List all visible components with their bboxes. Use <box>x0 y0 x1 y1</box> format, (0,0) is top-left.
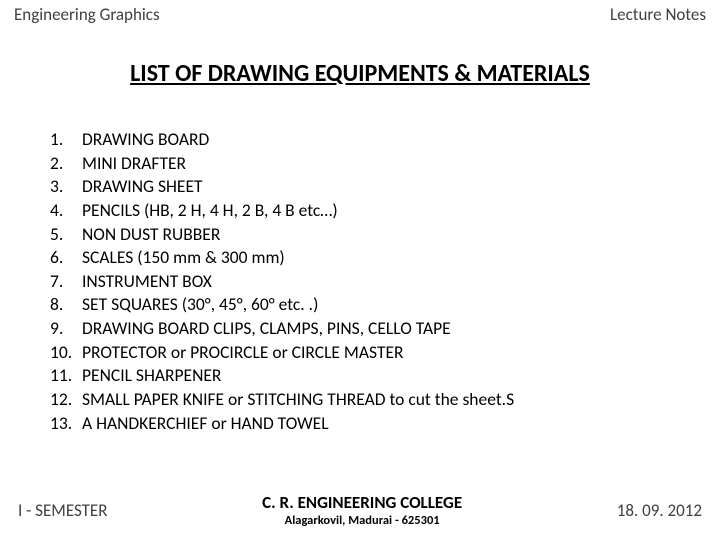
equipment-list: 1.DRAWING BOARD 2.MINI DRAFTER 3.DRAWING… <box>50 128 720 435</box>
item-text: DRAWING BOARD CLIPS, CLAMPS, PINS, CELLO… <box>82 317 451 341</box>
item-number: 9. <box>50 317 82 341</box>
list-item: 3.DRAWING SHEET <box>50 175 720 199</box>
item-number: 11. <box>50 364 82 388</box>
footer-bar: I - SEMESTER C. R. ENGINEERING COLLEGE A… <box>0 492 720 528</box>
semester-label: I - SEMESTER <box>18 500 107 521</box>
list-item: 1.DRAWING BOARD <box>50 128 720 152</box>
item-number: 1. <box>50 128 82 152</box>
item-number: 3. <box>50 175 82 199</box>
item-number: 2. <box>50 152 82 176</box>
item-number: 4. <box>50 199 82 223</box>
header-bar: Engineering Graphics Lecture Notes <box>0 0 720 25</box>
item-text: NON DUST RUBBER <box>82 223 220 247</box>
college-block: C. R. ENGINEERING COLLEGE Alagarkovil, M… <box>107 492 616 528</box>
item-number: 6. <box>50 246 82 270</box>
list-item: 12.SMALL PAPER KNIFE or STITCHING THREAD… <box>50 388 720 412</box>
list-item: 4.PENCILS (HB, 2 H, 4 H, 2 B, 4 B etc…) <box>50 199 720 223</box>
item-text: DRAWING SHEET <box>82 175 203 199</box>
item-text: PROTECTOR or PROCIRCLE or CIRCLE MASTER <box>82 341 404 365</box>
header-right: Lecture Notes <box>610 4 706 25</box>
list-item: 13.A HANDKERCHIEF or HAND TOWEL <box>50 412 720 436</box>
list-item: 9.DRAWING BOARD CLIPS, CLAMPS, PINS, CEL… <box>50 317 720 341</box>
item-text: PENCILS (HB, 2 H, 4 H, 2 B, 4 B etc…) <box>82 199 338 223</box>
item-text: MINI DRAFTER <box>82 152 186 176</box>
item-number: 10. <box>50 341 82 365</box>
item-number: 12. <box>50 388 82 412</box>
item-number: 7. <box>50 270 82 294</box>
item-text: SCALES (150 mm & 300 mm) <box>82 246 285 270</box>
item-text: DRAWING BOARD <box>82 128 209 152</box>
item-text: PENCIL SHARPENER <box>82 364 221 388</box>
list-item: 6.SCALES (150 mm & 300 mm) <box>50 246 720 270</box>
college-location: Alagarkovil, Madurai - 625301 <box>107 513 616 528</box>
item-text: SET SQUARES (30°, 45°, 60° etc. .) <box>82 293 318 317</box>
list-item: 8.SET SQUARES (30°, 45°, 60° etc. .) <box>50 293 720 317</box>
item-text: SMALL PAPER KNIFE or STITCHING THREAD to… <box>82 388 514 412</box>
list-item: 10.PROTECTOR or PROCIRCLE or CIRCLE MAST… <box>50 341 720 365</box>
item-number: 13. <box>50 412 82 436</box>
list-item: 7. INSTRUMENT BOX <box>50 270 720 294</box>
header-left: Engineering Graphics <box>14 4 160 25</box>
item-number: 5. <box>50 223 82 247</box>
page-title: LIST OF DRAWING EQUIPMENTS & MATERIALS <box>0 59 720 88</box>
list-item: 11.PENCIL SHARPENER <box>50 364 720 388</box>
item-text: A HANDKERCHIEF or HAND TOWEL <box>82 412 329 436</box>
item-text: INSTRUMENT BOX <box>82 270 212 294</box>
date-label: 18. 09. 2012 <box>617 500 702 521</box>
list-item: 5.NON DUST RUBBER <box>50 223 720 247</box>
list-item: 2.MINI DRAFTER <box>50 152 720 176</box>
item-number: 8. <box>50 293 82 317</box>
college-name: C. R. ENGINEERING COLLEGE <box>107 492 616 513</box>
